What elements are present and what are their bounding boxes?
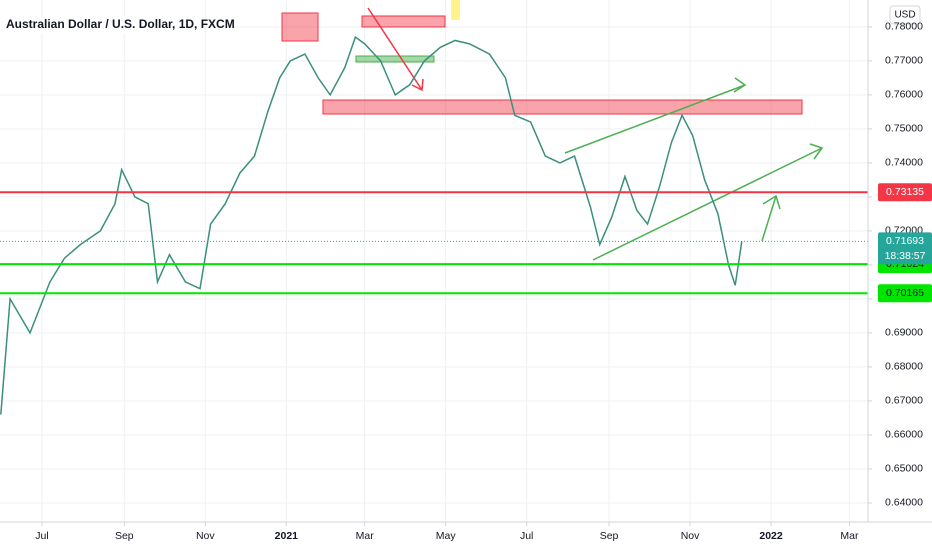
- y-tick-label: 0.69000: [885, 327, 923, 339]
- arrow-head: [411, 78, 424, 92]
- box: [281, 12, 319, 42]
- x-tick-label: Jul: [35, 530, 48, 542]
- y-tick-label: 0.76000: [885, 89, 923, 101]
- level-label: 0.70165: [886, 287, 924, 299]
- y-tick-label: 0.64000: [885, 497, 923, 509]
- x-tick-label: May: [436, 530, 457, 542]
- title-bg: [0, 16, 200, 34]
- countdown: 18:38:57: [885, 250, 926, 262]
- arrow-head: [809, 143, 824, 160]
- x-tick-label: Mar: [840, 530, 859, 542]
- x-tick-label: 2021: [275, 530, 299, 542]
- arrow: [367, 7, 423, 91]
- x-tick-label: Jul: [520, 530, 533, 542]
- arrow-head: [762, 194, 781, 210]
- box: [355, 55, 435, 63]
- level-label: 0.73135: [886, 186, 924, 198]
- y-tick-label: 0.77000: [885, 55, 923, 67]
- level-label-bg: [878, 183, 932, 202]
- currency-box: [889, 5, 921, 25]
- y-tick-label: 0.67000: [885, 395, 923, 407]
- last-price-label: 0.71693: [886, 235, 924, 247]
- x-tick-label: Sep: [115, 530, 134, 542]
- x-tick-label: Mar: [356, 530, 375, 542]
- y-tick-label: 0.66000: [885, 429, 923, 441]
- price-line: [0, 35, 743, 415]
- y-tick-label: 0.78000: [885, 21, 923, 33]
- level-label-bg: [878, 284, 932, 303]
- x-tick-label: Nov: [196, 530, 215, 542]
- currency: USD: [894, 10, 915, 21]
- arrow: [761, 195, 777, 242]
- chart-title: Australian Dollar / U.S. Dollar, 1D, FXC…: [6, 17, 235, 31]
- y-tick-label: 0.74000: [885, 157, 923, 169]
- last-price-bg: [878, 232, 932, 265]
- trend-line: [592, 147, 823, 261]
- drawings: [281, 0, 824, 261]
- y-tick-label: 0.65000: [885, 463, 923, 475]
- x-tick-label: 2022: [759, 530, 783, 542]
- box: [322, 99, 803, 115]
- x-tick-label: Nov: [681, 530, 700, 542]
- arrow-head: [733, 77, 747, 93]
- trend-line: [564, 84, 746, 154]
- box: [361, 15, 446, 28]
- box: [451, 0, 460, 20]
- y-tick-label: 0.68000: [885, 361, 923, 373]
- y-tick-label: 0.75000: [885, 123, 923, 135]
- x-tick-label: Sep: [600, 530, 619, 542]
